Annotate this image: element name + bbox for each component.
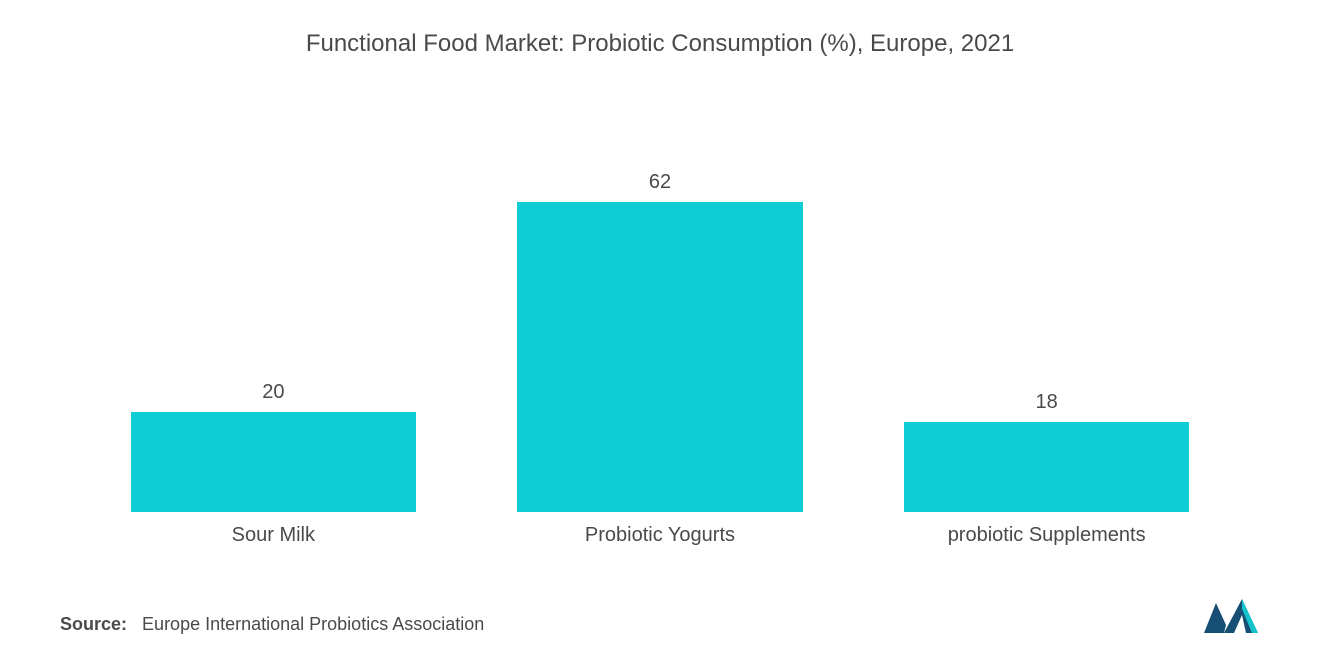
bar-value-0: 20	[262, 381, 284, 404]
category-label-1: Probiotic Yogurts	[585, 524, 735, 552]
bar-0	[131, 412, 416, 512]
chart-footer: Source: Europe International Probiotics …	[50, 552, 1270, 635]
bar-2	[904, 422, 1189, 512]
bar-value-1: 62	[649, 171, 671, 194]
logo-peak-left	[1204, 603, 1226, 633]
plot-area: 20 Sour Milk 62 Probiotic Yogurts 18 pro…	[50, 68, 1270, 552]
bar-col-2: 18 probiotic Supplements	[873, 391, 1221, 552]
bar-col-1: 62 Probiotic Yogurts	[486, 171, 834, 552]
source-label: Source:	[60, 614, 127, 634]
brand-logo-icon	[1202, 597, 1260, 635]
bar-col-0: 20 Sour Milk	[99, 381, 447, 552]
source-text: Europe International Probiotics Associat…	[142, 614, 484, 634]
chart-container: Functional Food Market: Probiotic Consum…	[0, 0, 1320, 665]
bar-1	[517, 202, 802, 512]
category-label-0: Sour Milk	[232, 524, 315, 552]
chart-title: Functional Food Market: Probiotic Consum…	[50, 30, 1270, 58]
bar-value-2: 18	[1036, 391, 1058, 414]
category-label-2: probiotic Supplements	[948, 524, 1146, 552]
source-line: Source: Europe International Probiotics …	[60, 614, 484, 635]
